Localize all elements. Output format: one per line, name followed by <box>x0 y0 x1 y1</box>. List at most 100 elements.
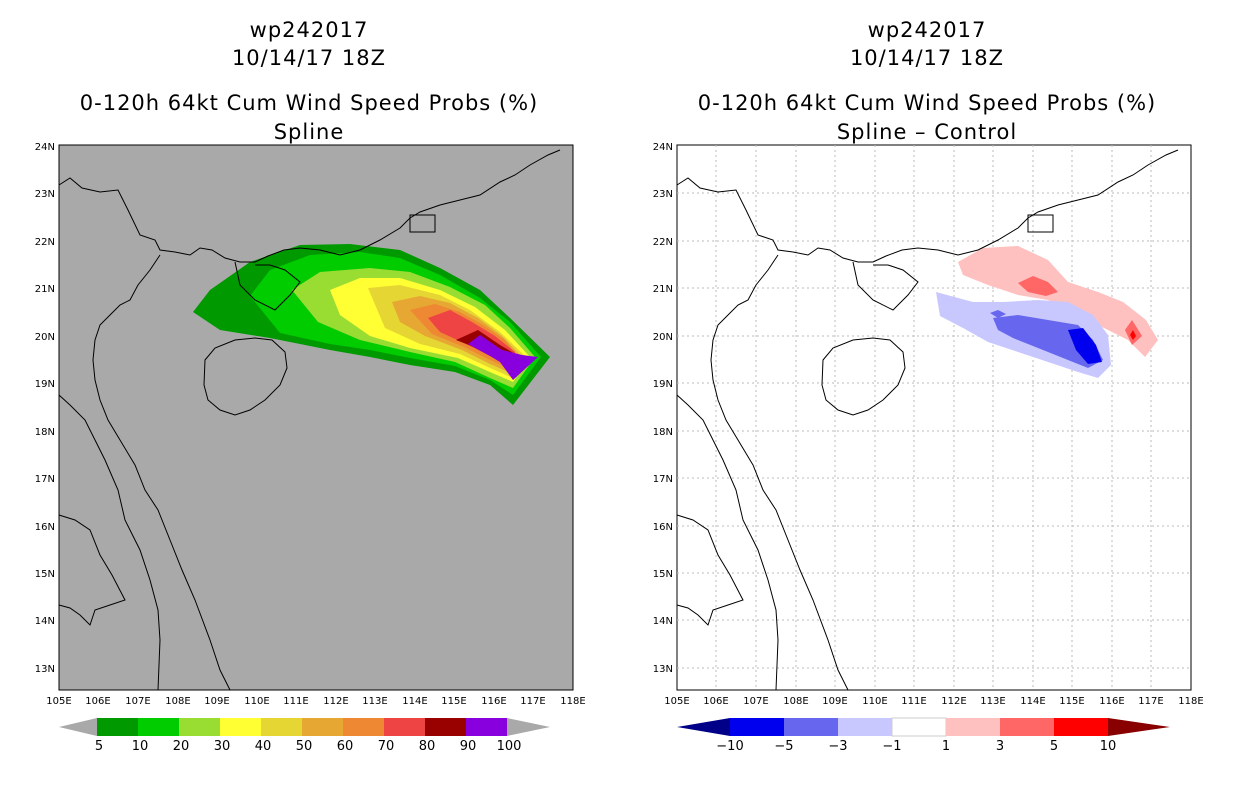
lat-label: 20N <box>653 332 673 343</box>
lon-label: 115E <box>1059 696 1084 707</box>
coastline-gulf <box>58 514 126 626</box>
colorbar-label: 90 <box>460 739 477 754</box>
lon-label: 107E <box>743 696 768 707</box>
contour-90 <box>468 335 538 380</box>
colorbar-left-arrow <box>677 718 730 736</box>
lat-label: 18N <box>35 427 55 438</box>
lat-label: 19N <box>35 379 55 390</box>
lat-label: 22N <box>35 237 55 248</box>
lon-label: 114E <box>1020 696 1045 707</box>
colorbar-label: −5 <box>774 739 793 754</box>
lon-label: 117E <box>520 696 545 707</box>
lat-label: 16N <box>653 522 673 533</box>
colorbar-left-arrow <box>59 718 97 736</box>
lon-label: 108E <box>783 696 808 707</box>
difference-contours <box>936 246 1158 378</box>
colorbar-label: 100 <box>497 739 522 754</box>
diff-positive-5 <box>1130 330 1136 340</box>
lon-label: 105E <box>664 696 689 707</box>
colorbar-swatch <box>384 718 425 736</box>
lat-label: 21N <box>35 284 55 295</box>
colorbar-label: −10 <box>716 739 743 754</box>
left-map-svg: 105E 106E 107E 108E 109E 110E 111E 112E … <box>35 142 586 754</box>
lon-label: 117E <box>1138 696 1163 707</box>
colorbar-label: 10 <box>1100 739 1117 754</box>
map-title: 0-120h 64kt Cum Wind Speed Probs (%) <box>697 91 1157 115</box>
diff-negative-5 <box>1068 328 1102 364</box>
lon-label: 112E <box>941 696 966 707</box>
colorbar-label: −1 <box>882 739 901 754</box>
datetime: 10/14/17 18Z <box>231 46 387 70</box>
lat-label: 18N <box>653 427 673 438</box>
colorbar-swatch <box>838 718 892 736</box>
colorbar-swatch <box>730 718 784 736</box>
coastline <box>58 149 561 691</box>
lon-label: 113E <box>980 696 1005 707</box>
lat-axis: 24N 23N 22N 21N 20N 19N 18N 17N 16N 15N … <box>653 142 673 675</box>
right-panel: wp242017 10/14/17 18Z 0-120h 64kt Cum Wi… <box>618 0 1236 800</box>
diff-colorbar: −10 −5 −3 −1 1 3 5 10 <box>677 717 1170 754</box>
colorbar-swatch <box>261 718 302 736</box>
diff-negative-3b <box>990 310 1006 318</box>
lon-label: 118E <box>1178 696 1203 707</box>
lon-label: 105E <box>46 696 71 707</box>
coastline-vietnam-south <box>676 394 779 691</box>
colorbar-label: 60 <box>337 739 354 754</box>
colorbar-swatch <box>138 718 179 736</box>
lat-label: 15N <box>653 569 673 580</box>
lon-label: 114E <box>402 696 427 707</box>
coastline-gulf <box>676 514 744 626</box>
lat-label: 24N <box>35 142 55 153</box>
colorbar-right-arrow <box>1108 718 1170 736</box>
colorbar-label: 70 <box>378 739 395 754</box>
colorbar-right-arrow <box>507 718 550 736</box>
lat-label: 15N <box>35 569 55 580</box>
colorbar-swatch <box>1000 718 1054 736</box>
map-frame <box>676 144 1192 691</box>
colorbar-label: 50 <box>296 739 313 754</box>
lat-label: 19N <box>653 379 673 390</box>
lon-label: 115E <box>441 696 466 707</box>
lat-label: 17N <box>653 474 673 485</box>
map-subtitle: Spline – Control <box>836 120 1018 144</box>
lat-label: 13N <box>35 664 55 675</box>
colorbar-label: 30 <box>214 739 231 754</box>
lon-label: 116E <box>1099 696 1124 707</box>
probability-swath <box>193 244 550 405</box>
lon-axis: 105E 106E 107E 108E 109E 110E 111E 112E … <box>664 696 1203 707</box>
lat-label: 24N <box>653 142 673 153</box>
diff-positive-3 <box>1018 276 1058 296</box>
map-title: 0-120h 64kt Cum Wind Speed Probs (%) <box>79 91 539 115</box>
right-map-svg: 105E 106E 107E 108E 109E 110E 111E 112E … <box>653 142 1204 754</box>
lon-label: 111E <box>283 696 308 707</box>
colorbar-label: 3 <box>996 739 1004 754</box>
lat-label: 23N <box>653 189 673 200</box>
colorbar-label: 40 <box>255 739 272 754</box>
lat-label: 20N <box>35 332 55 343</box>
prob-colorbar: 5 10 20 30 40 50 60 70 80 90 100 <box>59 718 550 754</box>
lon-axis: 105E 106E 107E 108E 109E 110E 111E 112E … <box>46 696 585 707</box>
left-panel: wp242017 10/14/17 18Z 0-120h 64kt Cum Wi… <box>35 18 586 754</box>
diff-negative-3 <box>993 315 1103 368</box>
lat-label: 17N <box>35 474 55 485</box>
coastline-vietnam-south <box>58 394 161 691</box>
coastline-hainan <box>821 337 906 416</box>
lon-label: 112E <box>323 696 348 707</box>
coastline <box>676 149 1179 691</box>
lon-label: 118E <box>560 696 585 707</box>
colorbar-swatch <box>466 718 507 736</box>
colorbar-label: 80 <box>419 739 436 754</box>
colorbar-swatch <box>1054 718 1108 736</box>
colorbar-swatch <box>220 718 261 736</box>
colorbar-swatch <box>784 718 838 736</box>
lon-label: 113E <box>362 696 387 707</box>
colorbar-label: 1 <box>942 739 950 754</box>
colorbar-label: 5 <box>95 739 103 754</box>
coastline-mainland <box>676 149 1179 691</box>
map-frame <box>58 144 574 691</box>
colorbar-label: 5 <box>1050 739 1058 754</box>
colorbar-swatch <box>343 718 384 736</box>
lon-label: 110E <box>244 696 269 707</box>
storm-id: wp242017 <box>249 18 369 42</box>
lon-label: 107E <box>125 696 150 707</box>
